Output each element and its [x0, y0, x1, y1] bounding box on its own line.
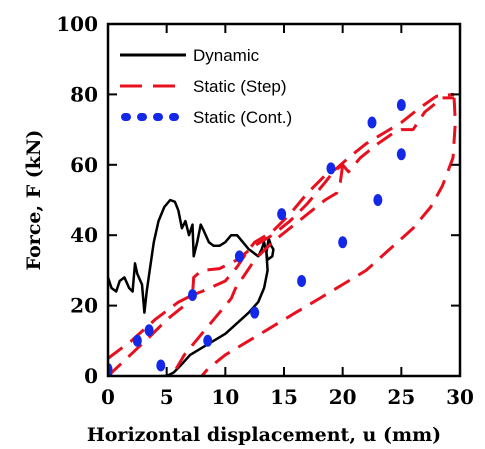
- static-cont-point: [396, 98, 406, 111]
- legend-label-static-cont: Static (Cont.): [193, 108, 292, 127]
- x-tick-label: 10: [211, 385, 239, 409]
- static-cont-point: [250, 306, 260, 319]
- y-tick-label: 20: [70, 294, 98, 318]
- series-layer: [108, 92, 457, 376]
- static-cont-point: [326, 162, 336, 175]
- static-cont-point: [156, 359, 166, 372]
- x-tick-label: 15: [270, 385, 298, 409]
- static-cont-point: [187, 289, 197, 302]
- static-cont-point: [144, 324, 154, 337]
- legend-label-static-step: Static (Step): [193, 77, 287, 96]
- y-axis-title: Force, F (kN): [23, 130, 45, 271]
- legend: Dynamic Static (Step) Static (Cont.): [120, 46, 292, 127]
- dynamic-curve: [108, 198, 275, 376]
- static-cont-point: [396, 148, 406, 161]
- x-tick-label: 20: [329, 385, 357, 409]
- static-step-curve: [171, 164, 345, 376]
- series-group: [108, 92, 457, 376]
- x-tick-label: 5: [160, 385, 174, 409]
- static-cont-point: [234, 250, 244, 263]
- static-cont-point: [132, 334, 142, 347]
- x-tick-label: 0: [101, 385, 115, 409]
- y-tick-label: 80: [70, 82, 98, 106]
- static-cont-point: [373, 194, 383, 206]
- static-cont-point: [367, 116, 377, 129]
- static-cont-point: [297, 274, 307, 287]
- static-step-curve: [108, 96, 455, 360]
- axis-ticks: [107, 23, 461, 377]
- y-tick-label: 40: [70, 223, 98, 247]
- y-tick-label: 100: [56, 12, 98, 36]
- y-tick-label: 0: [84, 364, 98, 388]
- static-cont-point: [203, 334, 213, 347]
- axis-tick-labels: 0 5 10 15 20 25 30 0 20 40 60 80 100: [56, 12, 474, 409]
- legend-label-dynamic: Dynamic: [193, 46, 260, 65]
- x-tick-label: 30: [446, 385, 474, 409]
- x-tick-label: 25: [387, 385, 415, 409]
- x-axis-title: Horizontal displacement, u (mm): [87, 424, 441, 446]
- static-cont-point: [338, 236, 348, 249]
- static-cont-point: [277, 208, 287, 221]
- y-tick-label: 60: [70, 153, 98, 177]
